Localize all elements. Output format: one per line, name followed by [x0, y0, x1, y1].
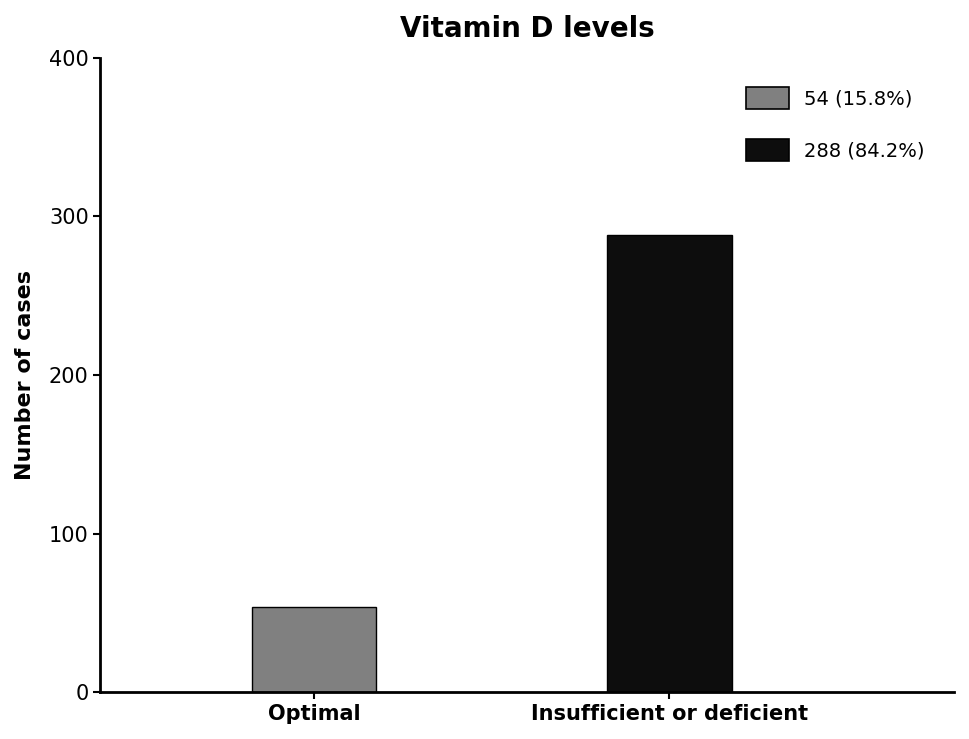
- Y-axis label: Number of cases: Number of cases: [15, 270, 35, 480]
- Legend: 54 (15.8%), 288 (84.2%): 54 (15.8%), 288 (84.2%): [727, 67, 944, 180]
- Bar: [608, 236, 732, 692]
- Bar: [252, 607, 376, 692]
- Title: Vitamin D levels: Vitamin D levels: [400, 15, 655, 43]
